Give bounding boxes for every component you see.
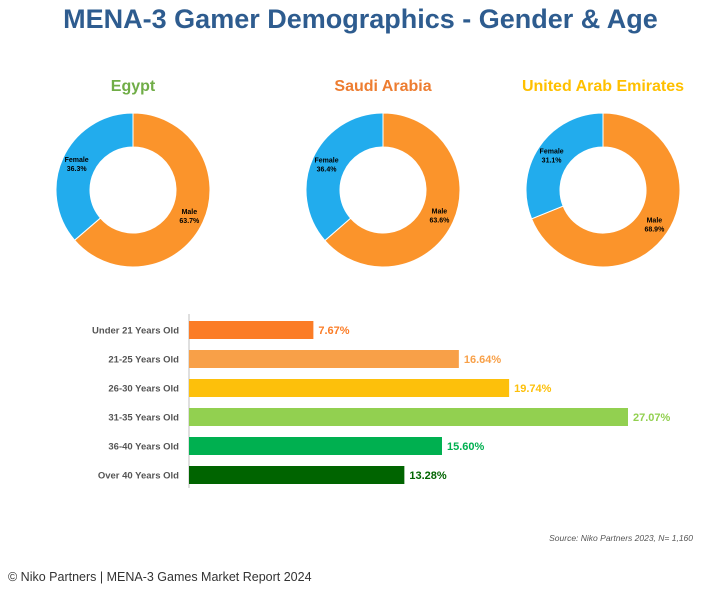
donut-title-saudi-arabia: Saudi Arabia [334,78,432,95]
bar-category-label: 26-30 Years Old [108,384,179,395]
slice-value-male: 63.6% [429,218,450,225]
source-note: Source: Niko Partners 2023, N= 1,160 [549,533,693,543]
donut-slice-female [525,112,604,220]
bar-value-label: 16.64% [464,354,502,366]
donut-title-uae: United Arab Emirates [521,78,685,95]
donut-chart-saudi-arabia: Male 63.6% Female 36.4% [305,112,461,268]
donut-slice-female [305,112,384,242]
bar-36-40-years-old [189,437,442,455]
slice-value-female: 31.1% [542,157,563,164]
slice-label-male: Male [432,209,448,216]
age-bar-chart: Under 21 Years Old 7.67% 21-25 Years Old 16… [92,314,671,488]
donut-slice-male [530,112,681,268]
donut-slice-female [55,112,134,241]
bar-category-label: Under 21 Years Old [92,326,179,337]
donut-egypt: Egypt Male 63.7% Female 36.3% [33,78,233,270]
slice-value-female: 36.3% [67,166,88,173]
donut-slice-male [324,112,461,268]
chart-title: MENA-3 Gamer Demographics - Gender & Age [63,4,658,34]
slice-value-male: 63.7% [179,218,200,225]
slice-label-male: Male [647,218,663,225]
donut-title-egypt: Egypt [110,78,156,95]
bar-category-label: 21-25 Years Old [108,355,179,366]
bar-value-label: 27.07% [633,412,671,424]
bar-over-40-years-old [189,466,405,484]
bar-under-21-years-old [189,321,314,339]
slice-value-female: 36.4% [317,166,338,173]
donut-chart-egypt: Male 63.7% Female 36.3% [55,112,211,268]
bar-category-label: 36-40 Years Old [108,442,179,453]
bar-value-label: 19.74% [514,383,552,395]
bar-value-label: 7.67% [318,325,349,337]
slice-label-female: Female [65,157,89,164]
slice-label-female: Female [315,157,339,164]
bar-26-30-years-old [189,379,510,397]
slice-value-male: 68.9% [644,227,665,234]
bar-value-label: 15.60% [447,441,485,453]
donut-saudi-arabia: Saudi Arabia Male 63.6% Female 36.4% [283,78,483,270]
bar-category-label: Over 40 Years Old [98,471,179,482]
donut-uae: United Arab Emirates Male 68.9% Female 31.1… [503,78,703,270]
donut-chart-uae: Male 68.9% Female 31.1% [525,112,681,268]
slice-label-female: Female [540,148,564,155]
bar-31-35-years-old [189,408,628,426]
donut-slice-male [73,112,211,268]
footer-copyright: © Niko Partners | MENA-3 Games Market Re… [8,570,312,584]
slice-label-male: Male [182,209,198,216]
bar-value-label: 13.28% [409,470,447,482]
bar-category-label: 31-35 Years Old [108,413,179,424]
bar-21-25-years-old [189,350,459,368]
